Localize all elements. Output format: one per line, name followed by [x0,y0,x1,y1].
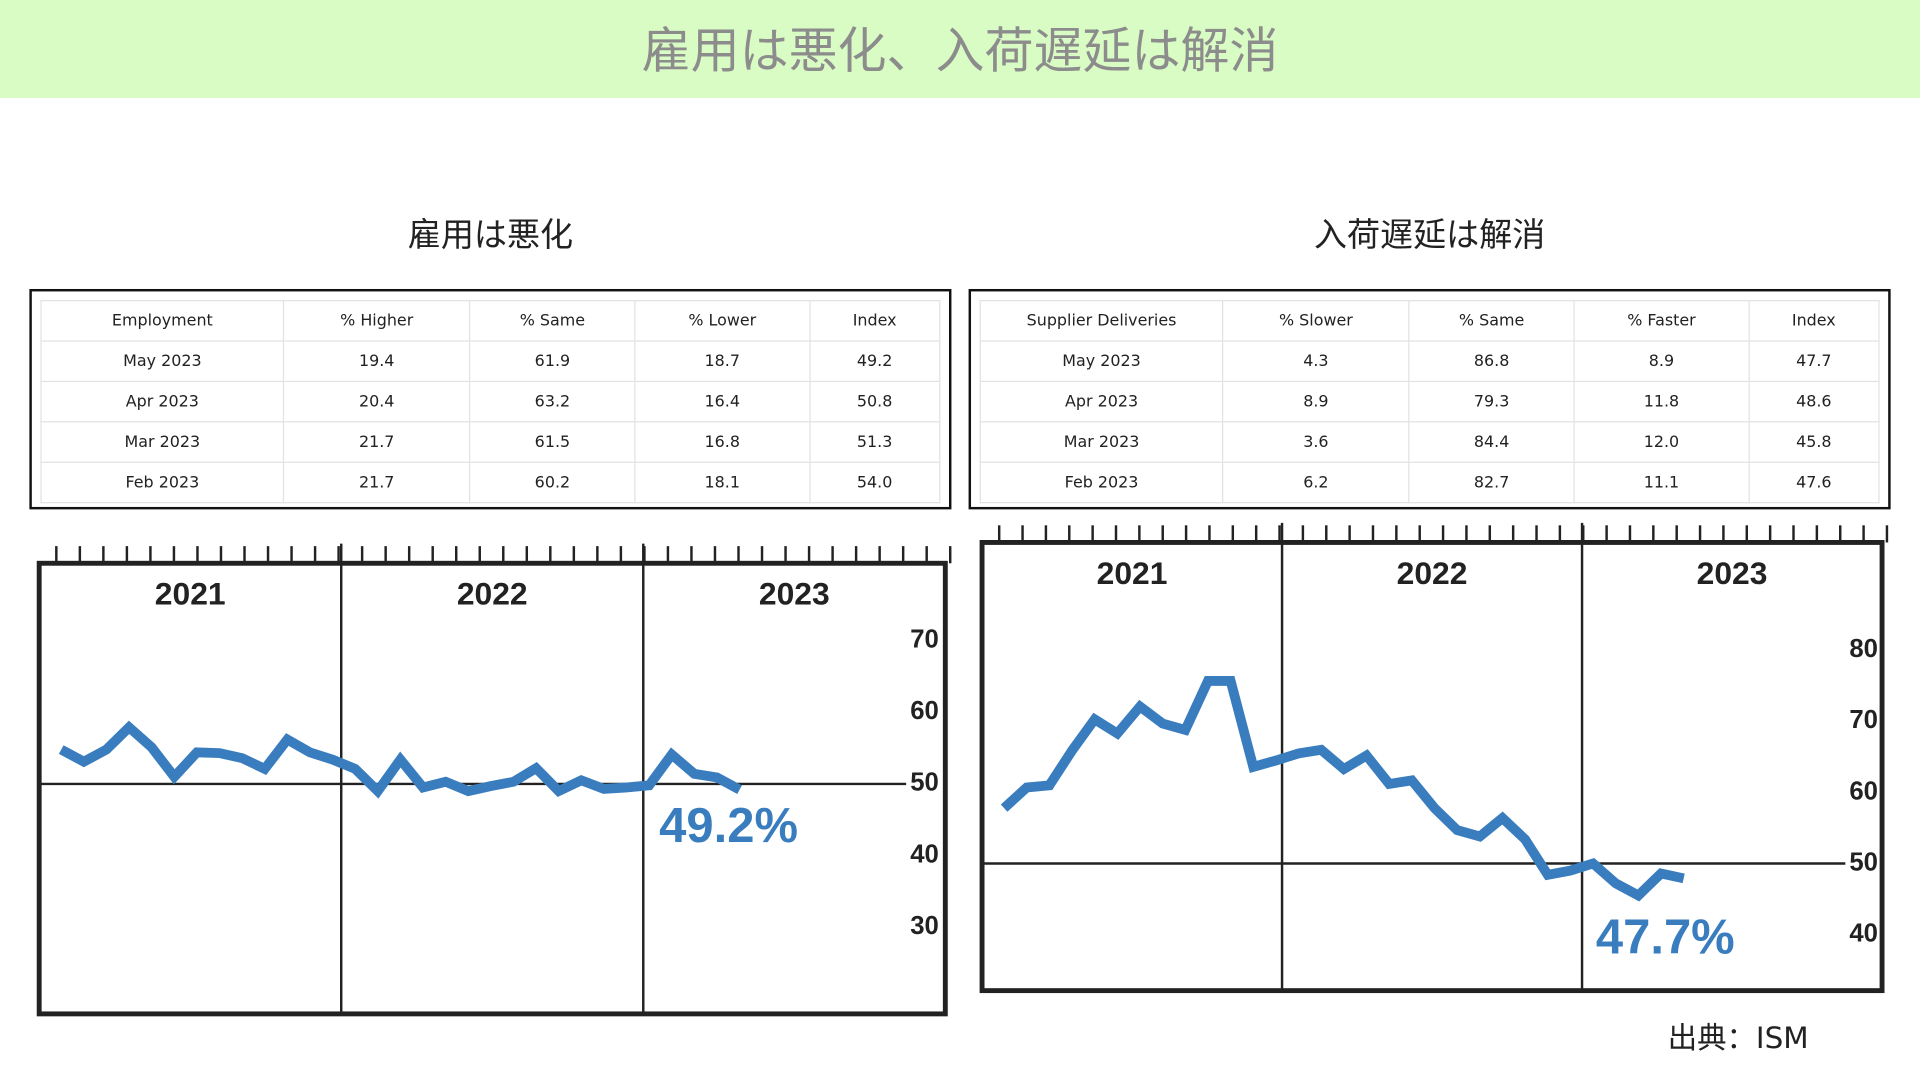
table-cell: % Same [1408,300,1575,342]
table-cell: 12.0 [1573,421,1750,463]
table-cell: 16.8 [634,421,811,463]
table-cell: Apr 2023 [40,380,285,423]
table-cell: % Lower [634,300,811,342]
table-row: Apr 2023 20.4 63.2 16.4 50.8 [40,380,941,423]
table-title: 雇用は悪化 [407,216,574,255]
table-cell: Feb 2023 [40,461,285,504]
table-cell: 3.6 [1222,421,1410,463]
table: Supplier Deliveries% Slower% Same% Faste… [979,300,1880,504]
table-cell: 20.4 [283,380,471,423]
table-row: Feb 2023 21.7 60.2 18.1 54.0 [40,461,941,504]
table-title: 入荷遅延は解消 [1313,216,1546,255]
table-cell: 47.6 [1748,461,1880,504]
value-annotation: 47.7% [1596,910,1735,964]
y-tick-label: 30 [910,912,939,940]
table-cell: 82.7 [1408,461,1575,504]
table-cell: 4.3 [1222,340,1410,383]
y-tick-label: 80 [1849,635,1878,663]
value-annotation: 49.2% [659,799,798,853]
chart-frame [36,560,948,1017]
header-band: 雇用は悪化、入荷遅延は解消 [0,0,1920,98]
y-tick-label: 70 [910,625,939,653]
table-row: Apr 2023 8.9 79.3 11.8 48.6 [979,380,1880,423]
table-cell: 51.3 [808,421,941,463]
y-tick-label: 70 [1849,706,1878,734]
year-label: 2022 [1397,555,1468,591]
table-cell: 45.8 [1748,421,1880,463]
year-label: 2021 [155,576,226,612]
table-cell: 47.7 [1748,340,1880,383]
slide-title: 雇用は悪化、入荷遅延は解消 [641,23,1279,80]
table-cell: 19.4 [283,340,471,383]
table-cell: 60.2 [469,461,636,504]
y-tick-label: 60 [910,697,939,725]
year-label: 2023 [759,576,830,612]
source: 出典：ISM [1667,1021,1809,1056]
table-row: May 2023 19.4 61.9 18.7 49.2 [40,340,941,383]
table-cell: Mar 2023 [979,421,1224,463]
data-line [1000,676,1685,902]
table-cell: 54.0 [808,461,941,504]
year-label: 2022 [457,576,528,612]
table-row: Feb 2023 6.2 82.7 11.1 47.6 [979,461,1880,504]
table-box: Supplier Deliveries% Slower% Same% Faste… [968,288,1891,510]
table-box: Employment% Higher% Same% Lower Index May … [29,288,952,510]
table-cell: Employment [40,300,285,342]
table-cell: 11.8 [1573,380,1750,423]
table-cell: Mar 2023 [40,421,285,463]
header-row: Employment% Higher% Same% Lower Index [40,300,941,342]
table-cell: 63.2 [469,380,636,423]
table-cell: Feb 2023 [979,461,1224,504]
table-cell: 8.9 [1222,380,1410,423]
y-tick-label: 50 [1849,848,1878,876]
table-cell: 21.7 [283,461,471,504]
table-cell: Apr 2023 [979,380,1224,423]
y-tick-label: 40 [1849,919,1878,947]
table-cell: 79.3 [1408,380,1575,423]
table-cell: 18.7 [634,340,811,383]
table-cell: 18.1 [634,461,811,504]
data-line [58,720,742,799]
year-label: 2023 [1697,555,1768,591]
year-label: 2021 [1097,555,1168,591]
table-cell: Supplier Deliveries [979,300,1224,342]
table-cell: Index [1748,300,1880,342]
table-cell: 11.1 [1573,461,1750,504]
table-cell: 21.7 [283,421,471,463]
y-tick-label: 60 [1849,777,1878,805]
table-cell: 50.8 [808,380,941,423]
table: Employment% Higher% Same% Lower Index May … [40,300,941,504]
chart-frame [979,540,1885,994]
y-tick-label: 50 [910,769,939,797]
table-row: Mar 2023 3.6 84.4 12.0 45.8 [979,421,1880,463]
table-cell: 48.6 [1748,380,1880,423]
table-cell: May 2023 [979,340,1224,383]
table-cell: May 2023 [40,340,285,383]
table-cell: 6.2 [1222,461,1410,504]
table-cell: 8.9 [1573,340,1750,383]
y-tick-label: 40 [910,840,939,868]
